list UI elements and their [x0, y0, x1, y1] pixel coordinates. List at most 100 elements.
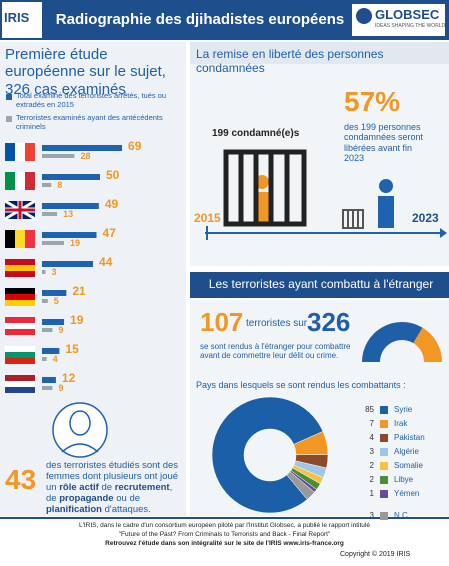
bar — [42, 270, 46, 274]
women-text-part: propagande — [59, 492, 114, 504]
value-label: 4 — [52, 354, 58, 364]
flag — [5, 294, 35, 300]
fighters-title: Les terroristes ayant combattu à l'étran… — [208, 277, 434, 291]
women-text-part: ou de — [113, 492, 141, 504]
legend-swatch — [380, 490, 388, 498]
legend-value: 2 — [369, 475, 374, 484]
legend-swatch — [380, 406, 388, 414]
flag — [5, 387, 35, 393]
women-text: des terroristes étudiés sont des femmes … — [46, 460, 182, 516]
bar — [42, 241, 65, 245]
flag — [5, 288, 35, 294]
bar — [42, 212, 58, 216]
release-percent-text: des 199 personnes condamnées seront libé… — [344, 122, 424, 164]
legend-label: Irak — [394, 419, 408, 428]
women-text-part: des terroristes étudiés sont des femmes … — [46, 460, 179, 493]
legend-swatch — [380, 420, 388, 428]
flag — [15, 143, 25, 161]
logo-right: GLOBSEC — [375, 7, 440, 22]
legend-value: 1 — [369, 489, 374, 498]
flag — [5, 346, 35, 352]
women-text-part: , de — [46, 481, 173, 504]
half-donut-rest — [362, 321, 423, 362]
legend-label: Pakistan — [394, 433, 425, 442]
value-label: 3 — [51, 267, 57, 277]
legend-swatch — [380, 462, 388, 470]
flag — [15, 230, 25, 248]
value-label: 5 — [53, 296, 59, 306]
jail-bars — [238, 152, 290, 224]
value-label: 28 — [80, 151, 91, 161]
legend-swatch — [6, 94, 12, 100]
fighters-count: 107 — [200, 307, 244, 337]
flag — [5, 381, 35, 387]
flag — [5, 259, 35, 265]
value-label: 13 — [63, 209, 74, 219]
timeline-arrow — [440, 228, 447, 238]
legend-swatch — [6, 116, 12, 122]
free-person-body — [378, 196, 394, 228]
bar — [42, 319, 65, 325]
bar — [42, 328, 53, 332]
flag — [5, 265, 35, 271]
flag — [25, 172, 35, 190]
flag — [5, 358, 35, 364]
bar — [42, 299, 48, 303]
flag — [5, 271, 35, 277]
flag — [25, 143, 35, 161]
flag — [5, 329, 35, 335]
free-person-head — [379, 179, 393, 193]
value-label: 19 — [70, 313, 84, 327]
legend-label: Somalie — [394, 461, 423, 470]
woman-icon — [52, 402, 108, 458]
fighters-text: se sont rendus à l'étranger pour combatt… — [200, 342, 351, 361]
legend-value: 2 — [369, 461, 374, 470]
legend-label: Libye — [394, 475, 414, 484]
logo-right-icon — [356, 8, 372, 24]
flag — [5, 143, 15, 161]
flag — [5, 352, 35, 358]
women-text-part: rôle actif — [59, 481, 99, 493]
bar — [42, 174, 100, 180]
legend-label: Syrie — [394, 405, 413, 414]
value-label: 9 — [58, 383, 64, 393]
pie-slice — [211, 396, 324, 514]
logo-left-box — [2, 2, 42, 38]
legend-value: 3 — [369, 447, 374, 456]
legend-label: Terroristes examinés ayant des antécéden… — [16, 113, 163, 131]
footer-line1: L'IRIS, dans le cadre d'un consortium eu… — [79, 522, 370, 529]
legend-label: Total examiné des terroristes arrêtés, t… — [16, 91, 167, 109]
value-label: 49 — [104, 197, 119, 211]
women-value: 43 — [5, 464, 37, 495]
legend-swatch — [380, 434, 388, 442]
bar — [42, 145, 123, 151]
flag — [25, 230, 35, 248]
value-label: 44 — [99, 255, 113, 269]
legend-value: 3 — [369, 511, 374, 520]
end-year: 2023 — [412, 211, 439, 225]
bar — [42, 290, 67, 296]
bar — [42, 261, 94, 267]
jail — [205, 149, 447, 240]
footer-line3: Retrouvez l'étude dans son intégralité s… — [105, 540, 344, 547]
fighters-of: terroristes sur — [246, 318, 308, 329]
fighters-header — [190, 272, 449, 298]
bar — [42, 386, 53, 390]
value-label: 47 — [102, 226, 116, 240]
flag — [15, 172, 25, 190]
footer-line2: "Future of the Past? From Criminals to T… — [118, 531, 331, 538]
flag — [5, 300, 35, 306]
women-text-part: d'attaques. — [101, 503, 151, 515]
bar — [42, 183, 52, 187]
release-title: La remise en liberté des personnes conda… — [196, 47, 384, 75]
legend-swatch — [380, 448, 388, 456]
fighters-total: 326 — [307, 307, 351, 337]
legend-label: Algérie — [394, 447, 419, 456]
value-label: 15 — [65, 342, 79, 356]
value-label: 8 — [57, 180, 63, 190]
value-label: 19 — [70, 238, 81, 248]
legend-label: Yémen — [394, 489, 420, 498]
value-label: 21 — [72, 284, 86, 298]
bar — [42, 154, 75, 158]
